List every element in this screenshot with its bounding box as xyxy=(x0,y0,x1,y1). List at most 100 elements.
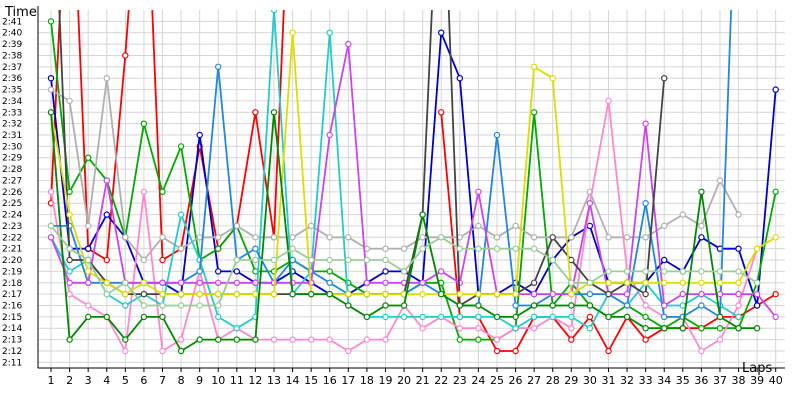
data-point xyxy=(252,234,259,241)
data-point xyxy=(456,325,463,332)
x-tick-label: 17 xyxy=(341,374,355,387)
data-point xyxy=(363,336,371,343)
x-tick-label: 8 xyxy=(178,374,185,387)
x-tick-label: 4 xyxy=(103,374,110,387)
data-point xyxy=(47,109,55,116)
y-tick-label: 2:38 xyxy=(2,51,22,61)
data-point xyxy=(623,268,631,275)
x-tick-label: 9 xyxy=(196,374,203,387)
data-point xyxy=(605,313,612,321)
data-point xyxy=(419,279,426,286)
data-point xyxy=(772,290,779,298)
data-point xyxy=(66,268,73,275)
data-point xyxy=(623,279,631,286)
data-point xyxy=(177,279,185,286)
x-tick-label: 32 xyxy=(620,374,634,387)
data-point xyxy=(214,302,222,309)
data-point xyxy=(233,268,240,275)
data-point xyxy=(289,336,296,343)
data-point xyxy=(475,302,482,309)
data-point xyxy=(270,10,278,14)
data-point xyxy=(586,313,594,321)
y-tick-label: 2:16 xyxy=(2,301,22,311)
data-point xyxy=(84,222,92,230)
x-tick-labels: 1 2 3 4 5 6 7 8 9 10 11 12 13 14 15 16 17 18 19 20 21 22 23 24 2… xyxy=(48,374,783,387)
data-point xyxy=(716,313,724,321)
data-point xyxy=(308,222,315,230)
data-point xyxy=(47,18,55,25)
data-point xyxy=(103,290,111,298)
data-point xyxy=(214,234,222,241)
x-tick-label: 38 xyxy=(732,374,746,387)
data-point xyxy=(214,63,222,71)
y-tick-label: 2:13 xyxy=(2,336,22,346)
x-tick-label: 40 xyxy=(769,374,783,387)
x-tick-label: 36 xyxy=(694,374,708,387)
data-point xyxy=(122,347,129,355)
data-point xyxy=(456,313,463,321)
data-point xyxy=(326,131,333,139)
data-point xyxy=(233,279,240,286)
data-point xyxy=(661,74,668,82)
data-point xyxy=(159,302,166,309)
data-point xyxy=(214,290,222,298)
data-point xyxy=(586,325,594,332)
series-4 xyxy=(47,74,742,264)
data-point xyxy=(326,268,333,275)
data-point xyxy=(475,325,482,332)
data-point xyxy=(493,336,501,343)
data-point xyxy=(177,302,185,309)
data-point xyxy=(196,268,203,275)
data-point xyxy=(549,74,556,82)
data-point xyxy=(382,302,389,309)
data-point xyxy=(140,120,148,127)
data-point xyxy=(661,302,668,309)
data-point xyxy=(530,302,538,309)
data-point xyxy=(159,279,166,286)
data-point xyxy=(772,188,779,195)
y-tick-label: 2:23 xyxy=(2,222,22,232)
data-point xyxy=(679,325,687,332)
data-point xyxy=(456,336,463,343)
data-point xyxy=(270,109,278,116)
data-point xyxy=(493,234,501,241)
data-point xyxy=(289,256,296,264)
data-point xyxy=(512,290,519,298)
data-point xyxy=(475,222,482,230)
data-point xyxy=(382,279,389,286)
data-point xyxy=(438,290,445,298)
data-point xyxy=(122,336,129,343)
x-tick-label: 3 xyxy=(85,374,92,387)
data-point xyxy=(289,245,296,252)
data-point xyxy=(568,325,575,332)
data-point xyxy=(177,143,185,150)
x-tick-label: 39 xyxy=(750,374,764,387)
data-point xyxy=(382,336,389,343)
data-point xyxy=(735,325,742,332)
data-point xyxy=(382,245,389,252)
data-point xyxy=(438,234,445,241)
x-tick-label: 10 xyxy=(211,374,225,387)
x-tick-label: 14 xyxy=(286,374,300,387)
data-point xyxy=(252,336,259,343)
x-tick-label: 31 xyxy=(601,374,615,387)
y-tick-label: 2:24 xyxy=(2,211,22,221)
data-point xyxy=(549,234,556,241)
y-tick-label: 2:20 xyxy=(2,256,22,266)
y-tick-label: 2:40 xyxy=(2,29,22,39)
data-point xyxy=(103,313,111,321)
x-tick-label: 22 xyxy=(434,374,448,387)
data-point xyxy=(586,222,594,230)
data-point xyxy=(568,290,575,298)
data-point xyxy=(270,336,278,343)
data-point xyxy=(103,256,111,264)
data-point xyxy=(140,302,148,309)
data-point xyxy=(252,290,259,298)
data-point xyxy=(456,290,463,298)
data-point xyxy=(642,120,649,127)
data-point xyxy=(586,279,594,286)
data-point xyxy=(66,336,73,343)
data-point xyxy=(122,52,129,59)
data-point xyxy=(642,336,649,343)
axes xyxy=(37,6,785,372)
